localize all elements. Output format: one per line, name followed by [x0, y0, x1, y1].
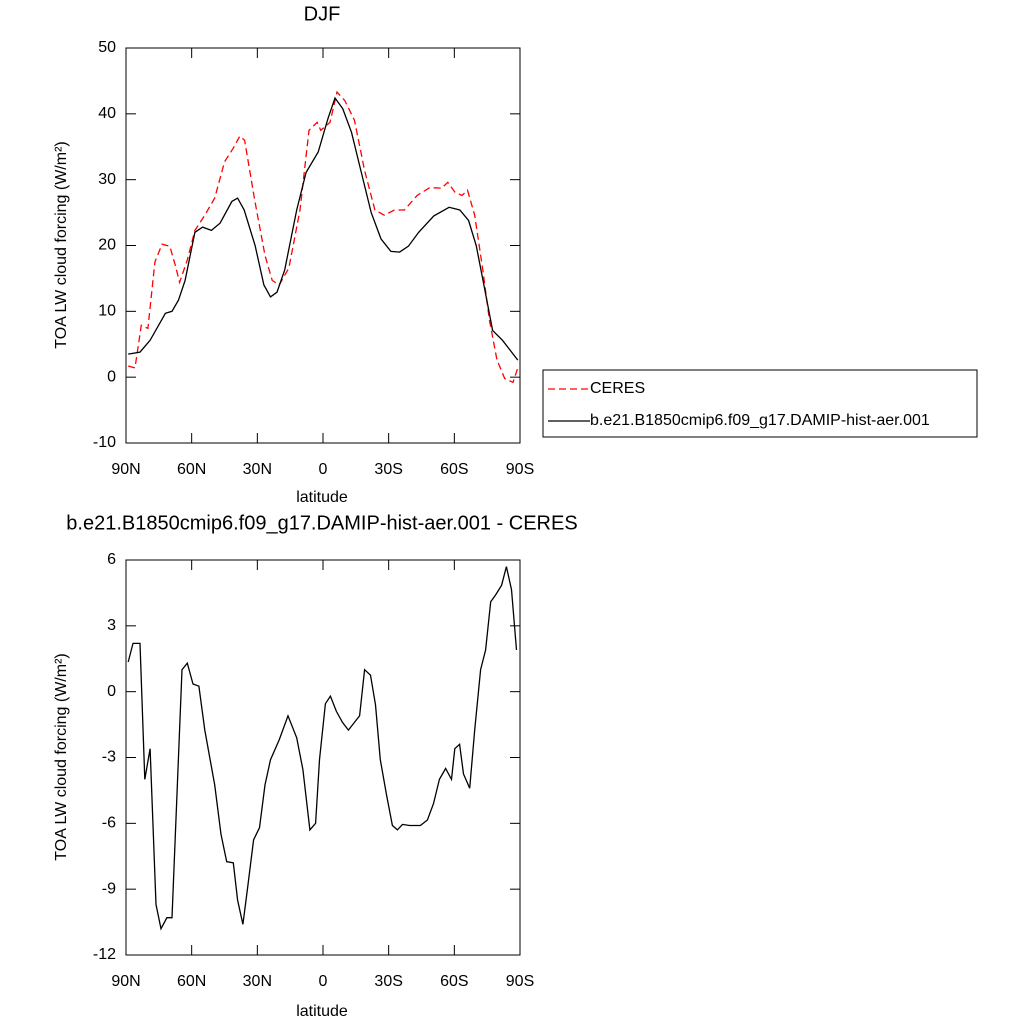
x-tick-label: 90N: [111, 973, 140, 990]
y-axis-label: TOA LW cloud forcing (W/m²): [53, 141, 70, 348]
x-tick-label: 60S: [440, 973, 468, 990]
legend-box: [542, 369, 978, 438]
chart-title: DJF: [304, 3, 341, 25]
y-tick-label: 40: [98, 105, 116, 122]
x-tick-label: 60N: [177, 973, 206, 990]
y-tick-label: -10: [93, 434, 116, 451]
y-tick-label: 3: [107, 617, 116, 634]
y-tick-label: -12: [93, 946, 116, 963]
x-tick-label: 0: [319, 461, 328, 478]
y-tick-label: 0: [107, 683, 116, 700]
y-tick-label: 50: [98, 39, 116, 56]
y-tick-label: 10: [98, 303, 116, 320]
x-tick-label: 90S: [506, 973, 534, 990]
x-tick-label: 30S: [374, 461, 402, 478]
x-tick-label: 60N: [177, 461, 206, 478]
legend-label: b.e21.B1850cmip6.f09_g17.DAMIP-hist-aer.…: [590, 412, 930, 429]
series-line: [128, 96, 519, 361]
y-tick-label: -6: [102, 815, 116, 832]
chart-title: b.e21.B1850cmip6.f09_g17.DAMIP-hist-aer.…: [66, 512, 577, 534]
y-tick-label: -3: [102, 749, 116, 766]
y-tick-label: 0: [107, 368, 116, 385]
x-tick-label: 30S: [374, 973, 402, 990]
x-tick-label: 90S: [506, 461, 534, 478]
series-line: [128, 90, 519, 384]
x-tick-label: 30N: [243, 973, 272, 990]
y-tick-label: 6: [107, 551, 116, 568]
y-tick-label: 20: [98, 237, 116, 254]
x-tick-label: 0: [319, 973, 328, 990]
series-line: [127, 566, 518, 931]
legend-label: CERES: [590, 380, 645, 397]
y-axis-label: TOA LW cloud forcing (W/m²): [53, 653, 70, 860]
y-tick-label: 30: [98, 171, 116, 188]
x-axis-label: latitude: [296, 1003, 348, 1020]
x-tick-label: 60S: [440, 461, 468, 478]
x-tick-label: 90N: [111, 461, 140, 478]
x-axis-label: latitude: [296, 489, 348, 506]
plot-frame: [125, 47, 521, 444]
y-tick-label: -9: [102, 880, 116, 897]
x-tick-label: 30N: [243, 461, 272, 478]
